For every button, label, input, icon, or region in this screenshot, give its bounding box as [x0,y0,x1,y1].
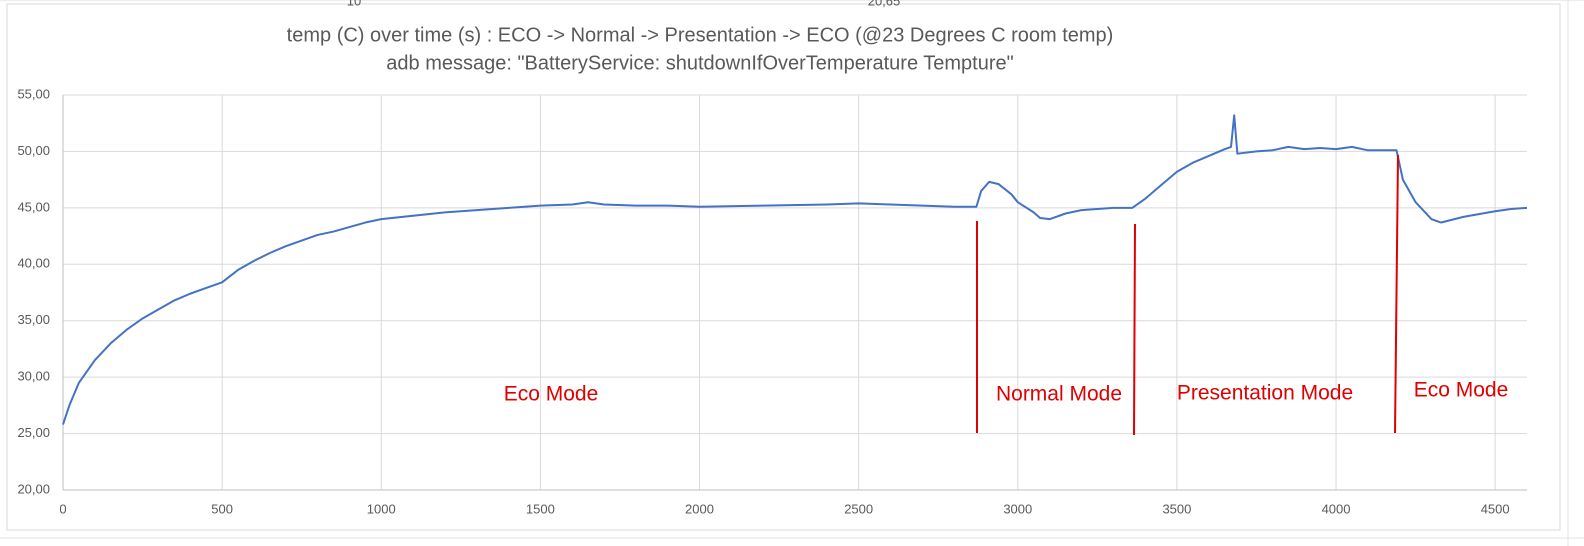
mode-label: Eco Mode [1414,379,1509,402]
mode-divider [1394,154,1399,434]
sheet-cell: 20,65 [868,0,901,8]
chart-title: temp (C) over time (s) : ECO -> Normal -… [287,24,1114,46]
x-tick-label: 3500 [1162,501,1191,516]
y-tick-label: 20,00 [17,481,50,496]
y-tick-label: 25,00 [17,425,50,440]
y-tick-label: 55,00 [17,86,50,101]
data-line [62,114,1528,425]
sheet-cell: 10 [347,0,361,8]
x-tick-label: 3000 [1003,501,1032,516]
x-tick-label: 1500 [526,501,555,516]
x-tick-label: 0 [59,501,66,516]
mode-label: Presentation Mode [1177,382,1353,405]
x-tick-label: 500 [211,501,233,516]
chart-subtitle: adb message: "BatteryService: shutdownIf… [386,52,1013,74]
y-tick-label: 50,00 [17,143,50,158]
x-tick-label: 4500 [1481,501,1510,516]
y-tick-label: 30,00 [17,369,50,384]
x-tick-label: 4000 [1322,501,1351,516]
x-tick-label: 2500 [844,501,873,516]
y-tick-label: 45,00 [17,199,50,214]
x-tick-label: 2000 [685,501,714,516]
y-tick-label: 40,00 [17,256,50,271]
mode-label: Eco Mode [504,383,599,406]
chart-area [6,3,1561,531]
mode-divider [1133,223,1136,436]
x-tick-label: 1000 [367,501,396,516]
y-tick-label: 35,00 [17,312,50,327]
mode-label: Normal Mode [996,383,1122,406]
